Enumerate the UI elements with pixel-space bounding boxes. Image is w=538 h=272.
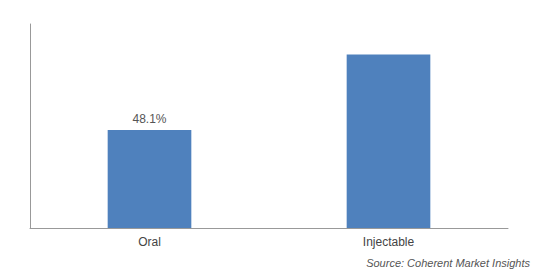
svg-text:48.1%: 48.1% xyxy=(132,112,166,126)
svg-text:Source: Coherent Market Insigh: Source: Coherent Market Insights xyxy=(366,257,530,269)
svg-text:Injectable: Injectable xyxy=(363,235,415,249)
svg-text:Oral: Oral xyxy=(138,235,161,249)
